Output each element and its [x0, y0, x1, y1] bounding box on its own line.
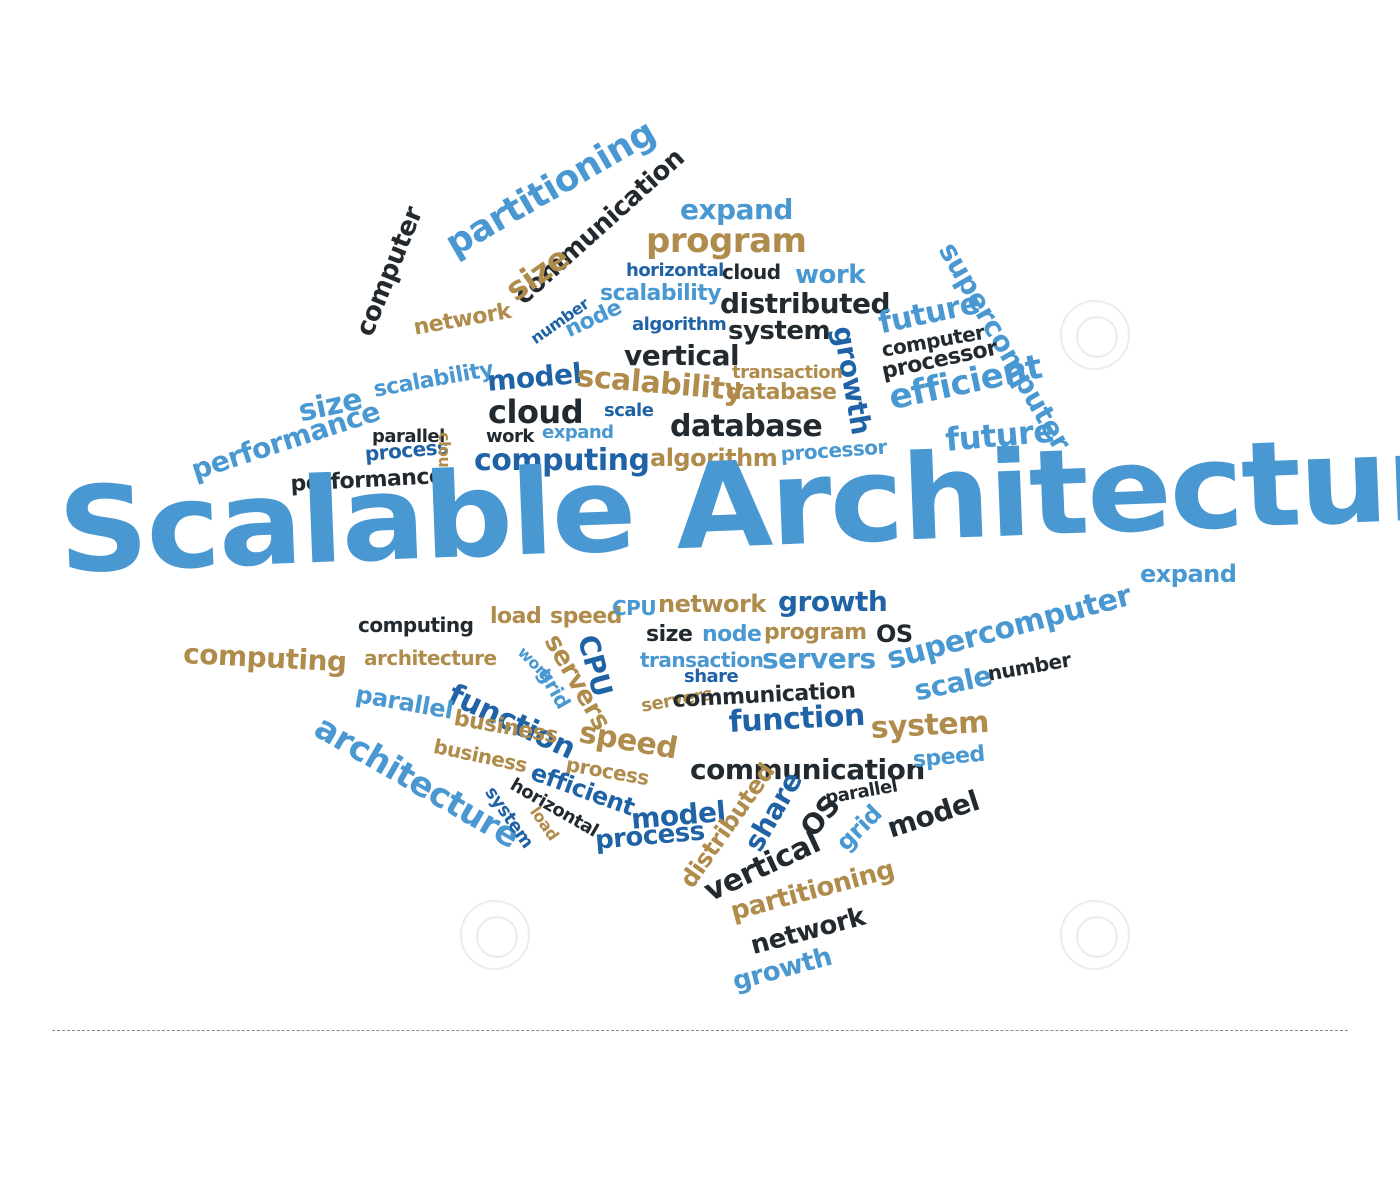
cloud-word: algorithm — [650, 444, 778, 472]
cloud-word: system — [728, 316, 831, 346]
cloud-word: model — [485, 356, 583, 398]
cloud-word: growth — [778, 585, 888, 618]
watermark-icon — [460, 900, 530, 970]
cloud-word: architecture — [364, 646, 497, 670]
cloud-word: expand — [680, 193, 793, 226]
cloud-word: cloud — [722, 260, 781, 284]
cloud-word: expand — [542, 422, 614, 443]
cloud-word: network — [411, 298, 514, 341]
cloud-word: database — [726, 380, 837, 405]
cloud-word: horizontal — [626, 260, 724, 281]
cloud-word: size — [646, 622, 693, 647]
cloud-word: scalability — [600, 281, 722, 306]
cloud-word: transaction — [732, 362, 843, 383]
cloud-word: parallel — [372, 426, 445, 447]
cloud-word: servers — [762, 642, 876, 675]
cloud-word: number — [985, 647, 1073, 686]
cloud-word: computing — [182, 637, 348, 679]
cloud-word: speed — [550, 604, 622, 629]
cloud-word: communication — [690, 753, 925, 786]
cloud-word: work — [486, 426, 534, 447]
cloud-word: OS — [876, 620, 913, 648]
cloud-word: process — [593, 816, 706, 856]
cloud-word: vertical — [624, 339, 740, 372]
cloud-word: transaction — [640, 648, 764, 672]
divider — [52, 1030, 1348, 1031]
cloud-word: expand — [1140, 560, 1237, 588]
cloud-word: program — [646, 221, 807, 261]
cloud-word: computing — [358, 613, 474, 637]
cloud-word: size — [498, 238, 577, 309]
watermark-icon — [1060, 900, 1130, 970]
cloud-word: parallel — [353, 680, 456, 725]
cloud-word: cloud — [488, 393, 584, 431]
cloud-word: function — [727, 697, 866, 740]
cloud-word: network — [658, 590, 766, 618]
cloud-word: scalability — [371, 356, 496, 403]
cloud-word: node — [702, 622, 762, 647]
cloud-word: database — [670, 409, 823, 444]
watermark-icon — [1060, 300, 1130, 370]
cloud-word: scale — [604, 400, 654, 421]
cloud-word: computing — [474, 443, 650, 478]
cloud-word: distributed — [720, 287, 891, 320]
cloud-word: work — [795, 260, 866, 290]
cloud-word: speed — [911, 741, 986, 773]
cloud-word: share — [684, 666, 739, 687]
cloud-word: algorithm — [632, 314, 727, 335]
cloud-word: program — [764, 620, 867, 645]
cloud-word: load — [490, 604, 542, 629]
cloud-word: CPU — [612, 596, 657, 620]
cloud-word: system — [869, 704, 990, 746]
